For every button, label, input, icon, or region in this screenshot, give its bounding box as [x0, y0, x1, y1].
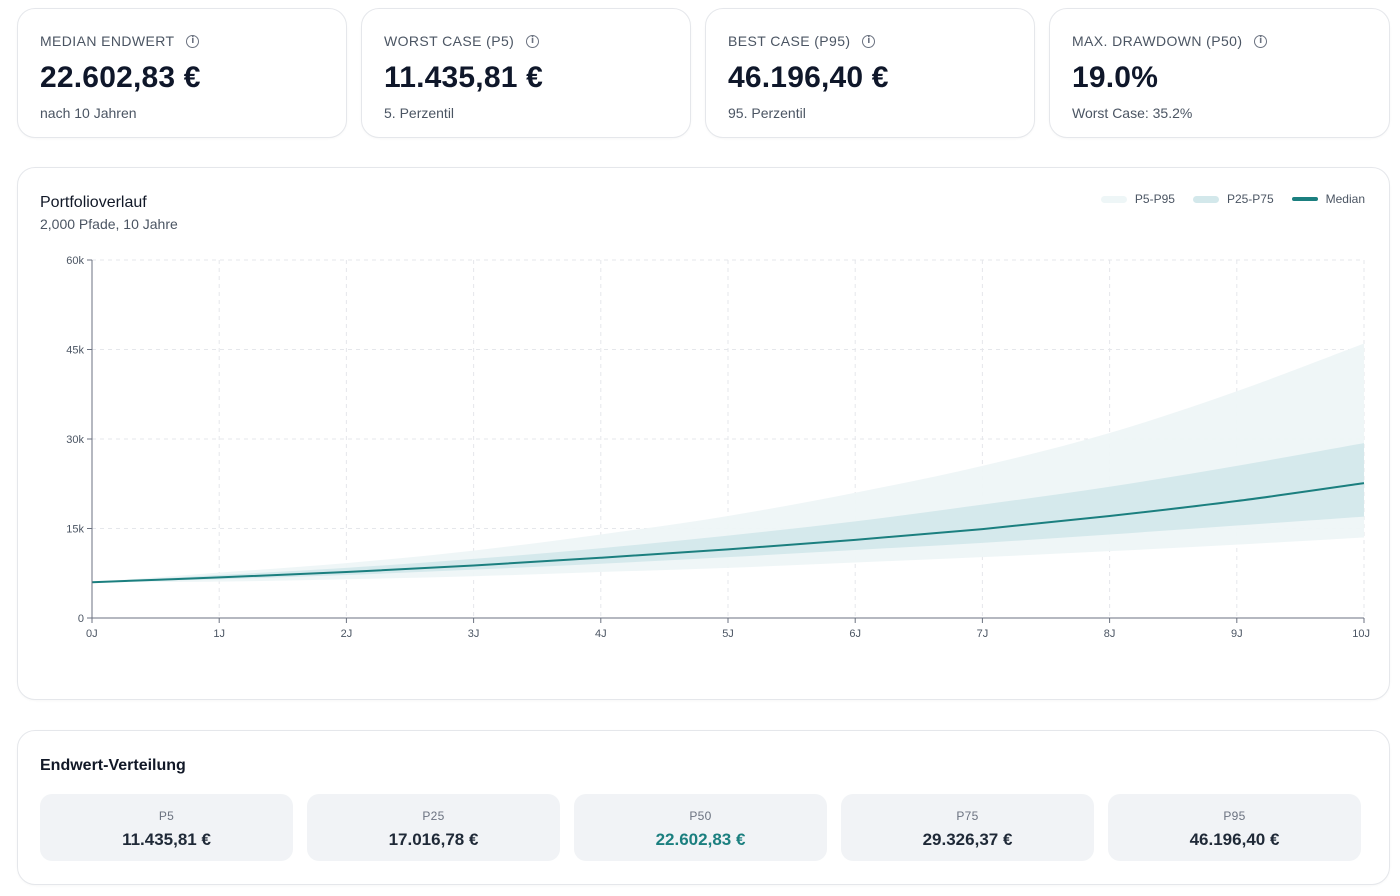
distribution-box-p25: P25 17.016,78 € [307, 794, 560, 861]
chart-subtitle: 2,000 Pfade, 10 Jahre [40, 216, 178, 232]
x-tick-label: 1J [213, 628, 225, 640]
kpi-label-text: BEST CASE (P95) [728, 33, 851, 49]
x-tick-label: 3J [468, 628, 480, 640]
info-icon[interactable]: i [862, 34, 876, 48]
kpi-card-median-endwert: MEDIAN ENDWERT i 22.602,83 € nach 10 Jah… [17, 8, 347, 138]
endwert-verteilung-card: Endwert-Verteilung P5 11.435,81 € P25 17… [17, 730, 1390, 885]
info-icon[interactable]: i [1254, 34, 1268, 48]
kpi-card-worst-case: WORST CASE (P5) i 11.435,81 € 5. Perzent… [361, 8, 691, 138]
legend-item-p25-p75[interactable]: P25-P75 [1192, 192, 1274, 206]
distribution-label: P25 [422, 809, 445, 823]
distribution-box-p50: P50 22.602,83 € [574, 794, 827, 861]
x-tick-label: 9J [1231, 628, 1243, 640]
distribution-box-p5: P5 11.435,81 € [40, 794, 293, 861]
distribution-value: 17.016,78 € [388, 830, 479, 849]
info-icon[interactable]: i [186, 34, 200, 48]
legend-label: Median [1325, 192, 1365, 206]
x-tick-label: 2J [341, 628, 353, 640]
kpi-label: WORST CASE (P5) i [384, 33, 668, 49]
legend-item-median[interactable]: Median [1291, 192, 1365, 206]
kpi-value: 22.602,83 € [40, 61, 201, 94]
distribution-value: 46.196,40 € [1189, 830, 1280, 849]
distribution-value: 29.326,37 € [922, 830, 1013, 849]
legend-label: P5-P95 [1134, 192, 1175, 206]
x-tick-label: 6J [849, 628, 861, 640]
y-tick-label: 15k [66, 524, 84, 536]
kpi-subtext: 95. Perzentil [728, 105, 806, 121]
band-p25-p75 [92, 443, 1364, 583]
portfolio-chart[interactable]: 0 15k 30k 45k 60k 0J 1J 2J 3J 4J 5J 6J 7J 8J 9J 10J [18, 168, 1391, 701]
x-tick-label: 0J [86, 628, 98, 640]
kpi-label-text: MAX. DRAWDOWN (P50) [1072, 33, 1243, 49]
kpi-subtext: 5. Perzentil [384, 105, 455, 121]
distribution-label: P5 [158, 809, 175, 823]
kpi-card-best-case: BEST CASE (P95) i 46.196,40 € 95. Perzen… [705, 8, 1035, 138]
x-tick-label: 10J [1352, 628, 1370, 640]
distribution-value: 11.435,81 € [122, 830, 211, 849]
distribution-label: P95 [1223, 809, 1246, 823]
kpi-card-max-drawdown: MAX. DRAWDOWN (P50) i 19.0% Worst Case: … [1049, 8, 1390, 138]
kpi-value: 19.0% [1072, 61, 1159, 94]
distribution-value: 22.602,83 € [655, 830, 746, 849]
kpi-subtext: Worst Case: 35.2% [1072, 105, 1193, 121]
y-tick-label: 45k [66, 345, 84, 357]
y-tick-label: 0 [78, 613, 84, 625]
legend-label: P25-P75 [1226, 192, 1274, 206]
x-tick-label: 8J [1104, 628, 1116, 640]
portfolio-chart-card: 0 15k 30k 45k 60k 0J 1J 2J 3J 4J 5J 6J 7J 8J 9J 10J Por… [17, 167, 1390, 700]
chart-title: Portfolioverlauf [40, 194, 147, 211]
kpi-label-text: MEDIAN ENDWERT [40, 33, 175, 49]
median-line [91, 482, 1365, 584]
legend-swatch [1192, 195, 1219, 203]
x-tick-label: 4J [595, 628, 607, 640]
distribution-label: P50 [689, 809, 712, 823]
legend-swatch [1100, 195, 1127, 203]
kpi-value: 11.435,81 € [384, 61, 544, 94]
x-tick-label: 5J [722, 628, 734, 640]
kpi-label: MEDIAN ENDWERT i [40, 33, 324, 49]
kpi-label-text: WORST CASE (P5) [384, 33, 515, 49]
y-tick-label: 60k [66, 255, 84, 267]
y-tick-label: 30k [66, 434, 84, 446]
distribution-label: P75 [956, 809, 979, 823]
distribution-title: Endwert-Verteilung [40, 757, 186, 774]
kpi-subtext: nach 10 Jahren [40, 105, 137, 121]
legend-item-p5-p95[interactable]: P5-P95 [1100, 192, 1175, 206]
legend-swatch [1291, 197, 1318, 201]
chart-legend: P5-P95 P25-P75 Median [1100, 192, 1365, 206]
kpi-value: 46.196,40 € [728, 61, 889, 94]
kpi-label: BEST CASE (P95) i [728, 33, 1012, 49]
kpi-label: MAX. DRAWDOWN (P50) i [1072, 33, 1367, 49]
distribution-box-p75: P75 29.326,37 € [841, 794, 1094, 861]
distribution-boxes: P5 11.435,81 € P25 17.016,78 € P50 22.60… [40, 794, 1361, 861]
info-icon[interactable]: i [526, 34, 540, 48]
distribution-box-p95: P95 46.196,40 € [1108, 794, 1361, 861]
x-tick-label: 7J [977, 628, 989, 640]
